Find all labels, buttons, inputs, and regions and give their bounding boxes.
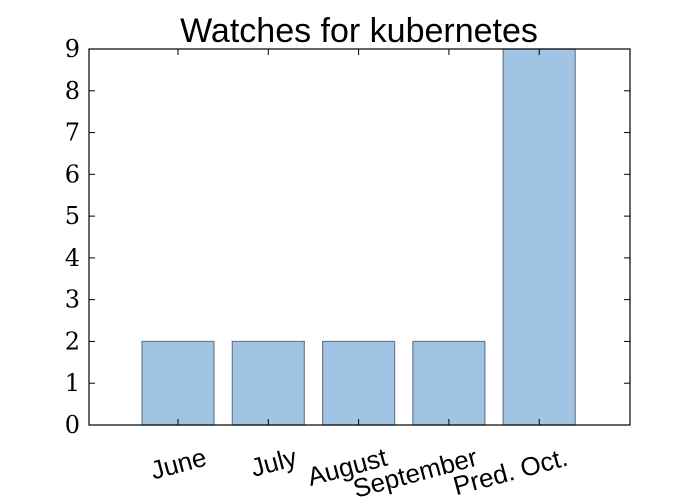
bars-group (141, 48, 576, 426)
bar-august (322, 340, 396, 426)
chart-title: Watches for kubernetes (180, 12, 538, 50)
y-tick-label: 0 (65, 411, 80, 439)
y-tick-label: 3 (65, 286, 80, 314)
y-tick-label: 4 (65, 244, 80, 272)
bar-september (412, 340, 486, 426)
y-tick-label: 1 (65, 369, 80, 397)
y-tick-label: 9 (65, 35, 80, 63)
y-tick-label: 7 (65, 119, 80, 147)
x-tick-label: June (147, 442, 209, 486)
y-tick-label: 6 (65, 160, 80, 188)
bar-july (231, 340, 305, 426)
y-tick-labels: 0 1 2 3 4 5 6 7 8 9 (65, 35, 80, 439)
bar-pred-oct (502, 48, 576, 426)
y-tick-label: 2 (65, 327, 80, 355)
y-tick-label: 8 (65, 77, 80, 105)
bar-june (141, 340, 215, 426)
plot-frame (88, 48, 631, 426)
x-tick-label: July (247, 442, 299, 483)
y-tick-label: 5 (65, 202, 80, 230)
